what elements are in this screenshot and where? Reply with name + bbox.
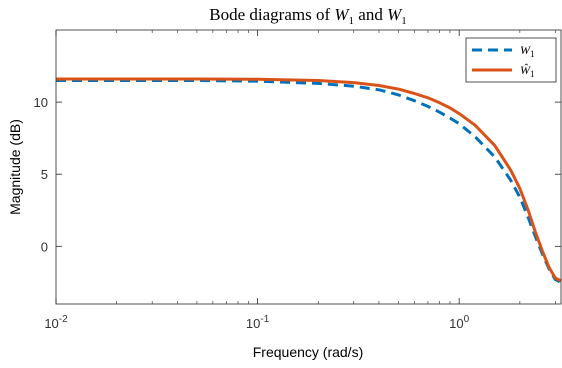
x-tick-label: 100 xyxy=(449,314,469,331)
series-layer xyxy=(56,77,562,284)
series-line-w1 xyxy=(56,79,562,284)
legend-label-w1-hat: Ŵ1 xyxy=(520,63,535,79)
legend-symbol-w1: W xyxy=(520,43,531,57)
x-axis-label: Frequency (rad/s) xyxy=(253,344,363,360)
x-tick-label: 10-2 xyxy=(44,314,68,331)
legend-label-w1: W1 xyxy=(520,43,535,59)
title-mid: and xyxy=(354,5,387,24)
axes-box xyxy=(55,29,562,305)
x-tick-label: 10-1 xyxy=(246,314,270,331)
title-subscript-1: 1 xyxy=(349,15,355,27)
legend-sub-w1-hat: 1 xyxy=(530,69,535,79)
legend-symbol-w1-hat: Ŵ xyxy=(520,63,531,77)
chart-title: Bode diagrams of W1 and W1 xyxy=(209,5,407,27)
title-subscript-2: 1 xyxy=(401,15,407,27)
y-axis-label: Magnitude (dB) xyxy=(7,119,23,215)
y-tick-label: 0 xyxy=(41,239,48,254)
title-symbol-1: W xyxy=(334,5,350,24)
y-tick-label: 5 xyxy=(41,167,48,182)
legend-sub-w1: 1 xyxy=(530,49,535,59)
legend: W1 Ŵ1 xyxy=(465,37,557,83)
title-prefix: Bode diagrams of xyxy=(209,5,334,24)
series-line-w1-hat xyxy=(56,77,562,283)
title-symbol-2: W xyxy=(387,5,403,24)
legend-box xyxy=(465,37,557,83)
tick-layer: 10-2 10-1 100 0 5 10 xyxy=(34,30,561,331)
y-tick-label: 10 xyxy=(34,95,48,110)
